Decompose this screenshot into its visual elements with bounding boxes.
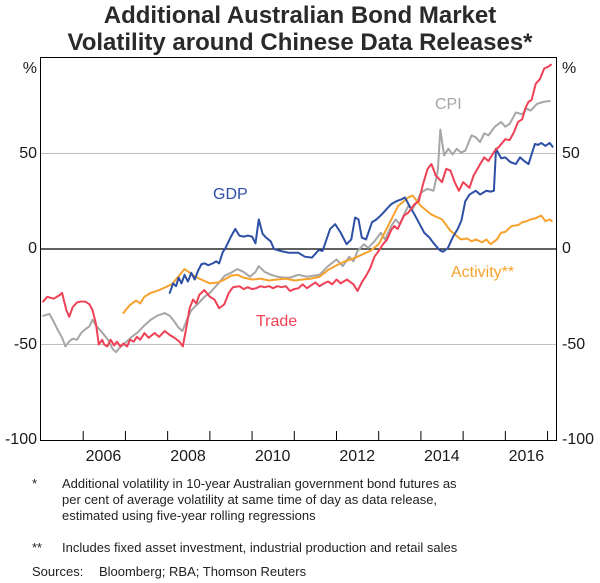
series-line-trade [42, 63, 552, 348]
series-line-activity [122, 194, 553, 315]
plot-area [40, 57, 557, 441]
y-tick-right-neg100: -100 [562, 431, 595, 448]
series-line-gdp [168, 141, 554, 294]
y-tick-left-neg50: -50 [13, 336, 37, 353]
sources-line: Sources: Bloomberg; RBA; Thomson Reuters [32, 564, 572, 580]
y-tick-right-neg50: -50 [562, 336, 586, 353]
footnote-2-line1: Includes fixed asset investment, industr… [62, 540, 458, 555]
footnote-1-marker: * [32, 476, 38, 491]
x-tick-label-2008: 2008 [170, 448, 206, 465]
x-tick-label-2014: 2014 [424, 448, 460, 465]
chart-title-line2: Volatility around Chinese Data Releases* [67, 29, 533, 56]
footnote-1: * Additional volatility in 10-year Austr… [32, 476, 572, 524]
x-tick-label-2016: 2016 [508, 448, 545, 465]
series-label-gdp: GDP [213, 186, 248, 203]
series-label-cpi: CPI [435, 96, 462, 113]
x-tick-label-2012: 2012 [339, 448, 375, 465]
y-tick-right-0: 0 [562, 240, 571, 257]
footnote-1-line3: estimated using five-year rolling regres… [62, 508, 316, 523]
chart-title: Additional Australian Bond Market Volati… [0, 2, 600, 56]
x-tick-label-2010: 2010 [254, 448, 291, 465]
y-tick-left-50: 50 [19, 145, 37, 162]
footnote-1-line2: per cent of average volatility at same t… [62, 492, 438, 507]
chart-title-line1: Additional Australian Bond Market [103, 2, 497, 29]
sources-label: Sources: [32, 564, 84, 579]
footnote-1-line1: Additional volatility in 10-year Austral… [62, 476, 457, 491]
footnote-2: ** Includes fixed asset investment, indu… [32, 540, 572, 556]
series-label-activity: Activity** [451, 264, 515, 281]
y-axis-unit-right: % [562, 60, 577, 77]
y-axis-unit-left: % [22, 60, 37, 77]
x-tick-label-2006: 2006 [85, 448, 122, 465]
y-tick-left-0: 0 [28, 240, 37, 257]
series-line-cpi [42, 99, 551, 354]
series-label-trade: Trade [256, 313, 298, 330]
sources-text: Bloomberg; RBA; Thomson Reuters [98, 564, 307, 579]
footnote-2-marker: ** [32, 540, 43, 555]
y-tick-right-50: 50 [562, 145, 580, 162]
chart-canvas [41, 63, 556, 440]
y-tick-left-neg100: -100 [4, 431, 37, 448]
footnote-1-text: Additional volatility in 10-year Austral… [62, 476, 572, 524]
